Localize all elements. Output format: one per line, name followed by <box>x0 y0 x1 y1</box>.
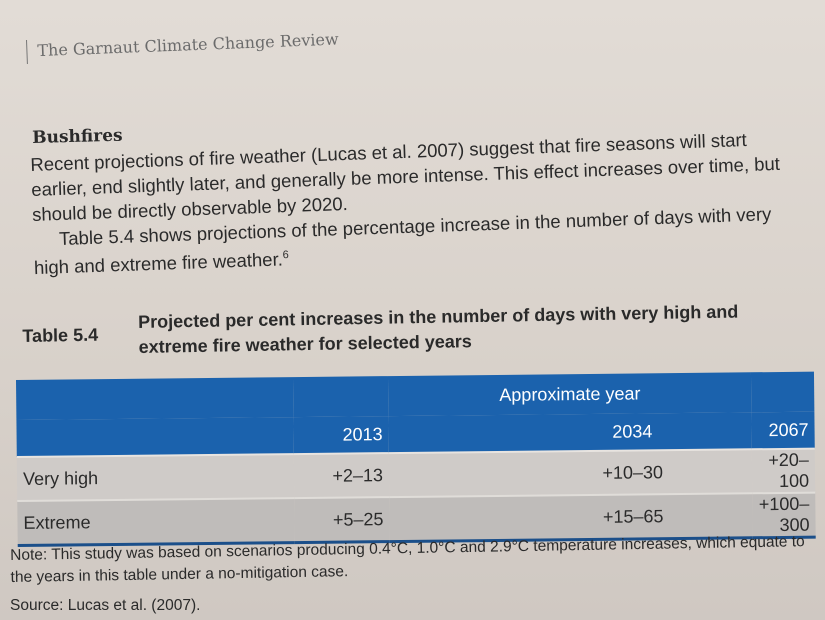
table-cell: +5–25 <box>332 508 384 530</box>
running-header-text: The Garnaut Climate Change Review <box>37 29 339 61</box>
table-source: Source: Lucas et al. (2007). <box>10 597 201 614</box>
row-label: Very high <box>22 467 99 489</box>
table-cell: +2–13 <box>332 464 384 486</box>
group-header: Approximate year <box>499 382 641 405</box>
column-header: 2034 <box>612 420 653 442</box>
table-title: Projected per cent increases in the numb… <box>138 301 739 357</box>
table-cell: +10–30 <box>602 461 664 483</box>
section-heading: Bushfires <box>32 125 123 148</box>
running-header: The Garnaut Climate Change Review <box>26 28 339 64</box>
table-caption: Table 5.4 Projected per cent increases i… <box>22 298 812 357</box>
row-label: Extreme <box>23 511 91 533</box>
column-header: 2067 <box>768 419 809 440</box>
footnote-ref: 6 <box>282 249 289 262</box>
column-header: 2013 <box>342 423 383 445</box>
fire-weather-table: Approximate year 2013 2034 2067 Very hig… <box>16 371 816 547</box>
table-cell: +20–100 <box>768 449 810 492</box>
table-label: Table 5.4 <box>22 324 99 346</box>
body-text: Recent projections of fire weather (Luca… <box>30 125 804 280</box>
header-rule <box>26 39 28 64</box>
